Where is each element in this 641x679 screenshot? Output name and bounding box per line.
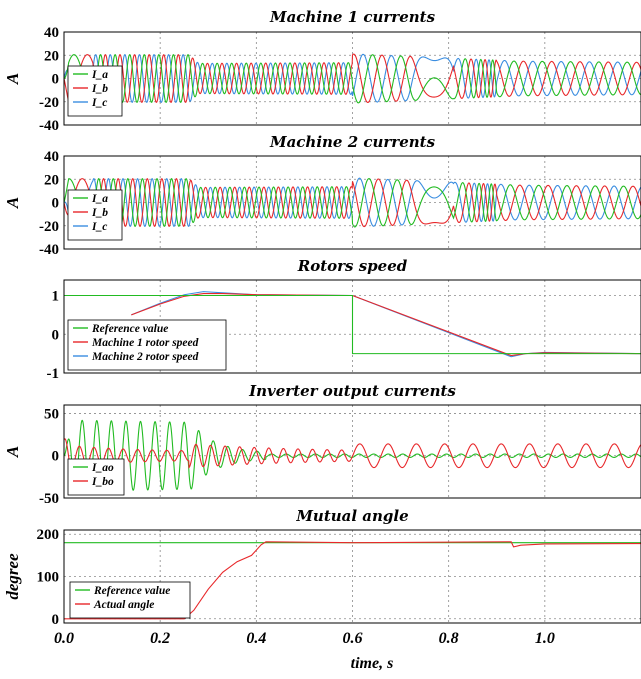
x-tick-label: 0.4: [246, 630, 266, 647]
y-axis-label: A: [3, 73, 22, 85]
legend-label: Reference value: [93, 585, 170, 597]
y-tick-label: 1: [52, 289, 60, 305]
legend-label: Machine 2 rotor speed: [91, 351, 199, 363]
legend: I_a I_b I_c: [67, 189, 123, 241]
plot-frame: [63, 155, 641, 250]
chart-title: Rotors speed: [297, 257, 408, 275]
x-tick-label: 0.2: [150, 630, 170, 647]
panel-machine2: Machine 2 currents 40 20 0 -20 -40 A I_a I_b I_c: [3, 133, 641, 258]
y-tick-label: -20: [39, 219, 59, 235]
series-line-reference-value: [64, 294, 641, 355]
y-tick-label: -20: [39, 95, 59, 111]
chart-title: Machine 1 currents: [269, 8, 436, 26]
legend-label: Reference value: [91, 323, 168, 335]
series-group: [64, 177, 641, 228]
y-tick-label: -40: [39, 242, 59, 258]
legend-box: [67, 65, 123, 117]
plot-frame: [63, 279, 641, 374]
panel-machine1: Machine 1 currents 40 20 0 -20 -40 A I_a I_b I_c: [3, 8, 641, 134]
panel-angle: Mutual angle 200 100 0 degree Reference value…: [3, 507, 641, 672]
legend: Reference value Actual angle: [69, 581, 191, 619]
legend-label: I_a: [91, 69, 108, 81]
legend: Reference value Machine 1 rotor speed Mach…: [67, 319, 227, 371]
plot-frame: [63, 529, 641, 624]
x-tick-label: 0.8: [439, 630, 459, 647]
legend-label: Machine 1 rotor speed: [91, 337, 199, 349]
legend-label: I_b: [91, 207, 108, 219]
x-tick-label: 1.0: [535, 630, 555, 647]
legend-label: Actual angle: [93, 599, 154, 611]
legend-box: [67, 458, 125, 496]
y-tick-label: -50: [39, 491, 59, 507]
y-tick-label: 0: [52, 327, 60, 343]
legend-label: I_bo: [91, 476, 114, 488]
legend: I_ao I_bo: [67, 458, 125, 496]
y-axis-label: degree: [3, 553, 22, 600]
series-line-i-c: [64, 177, 641, 228]
y-tick-label: 0: [52, 72, 60, 88]
y-axis-label: A: [3, 197, 22, 209]
y-tick-label: 40: [44, 149, 59, 165]
series-line-i-c: [64, 53, 641, 104]
plot-frame: [63, 404, 641, 499]
y-tick-label: 40: [44, 25, 59, 41]
series-group: [64, 419, 641, 492]
x-tick-label: 0.6: [343, 630, 363, 647]
series-group: [64, 53, 641, 104]
series-line-i-b: [64, 177, 641, 228]
legend: I_a I_b I_c: [67, 65, 123, 117]
y-tick-label: -1: [47, 366, 60, 382]
series-line-i-a: [64, 177, 641, 228]
panel-speed: Rotors speed 1 0 -1 Reference value Machine 1…: [47, 257, 641, 382]
y-tick-label: 200: [37, 527, 60, 543]
x-axis-label: time, s: [351, 655, 394, 672]
y-tick-label: -40: [39, 118, 59, 134]
chart-title: Inverter output currents: [248, 382, 456, 400]
y-tick-label: 100: [37, 570, 60, 586]
plot-frame: [63, 31, 641, 126]
y-tick-label: 20: [44, 172, 59, 188]
y-axis-label: A: [3, 446, 22, 458]
series-line-actual-angle: [64, 541, 641, 620]
series-group: [64, 291, 641, 358]
legend-label: I_a: [91, 193, 108, 205]
x-tick-label: 0.0: [54, 630, 74, 647]
legend-box: [69, 581, 191, 619]
y-tick-label: 0: [52, 612, 60, 628]
series-line-i-b: [64, 53, 641, 104]
legend-label: I_ao: [91, 462, 114, 474]
legend-box: [67, 319, 227, 371]
panel-inverter: Inverter output currents 50 0 -50 A I_ao I_bo: [3, 382, 641, 507]
series-line-i-a: [64, 53, 641, 104]
legend-label: I_c: [91, 221, 107, 233]
y-tick-label: 20: [44, 48, 59, 64]
y-tick-label: 0: [52, 449, 60, 465]
chart-title: Mutual angle: [295, 507, 408, 525]
y-tick-label: 0: [52, 196, 60, 212]
legend-label: I_c: [91, 97, 107, 109]
y-tick-label: 50: [44, 406, 59, 422]
legend-label: I_b: [91, 83, 108, 95]
chart-title: Machine 2 currents: [269, 133, 436, 151]
series-line-i-bo: [64, 438, 641, 474]
series-group: [64, 541, 641, 620]
